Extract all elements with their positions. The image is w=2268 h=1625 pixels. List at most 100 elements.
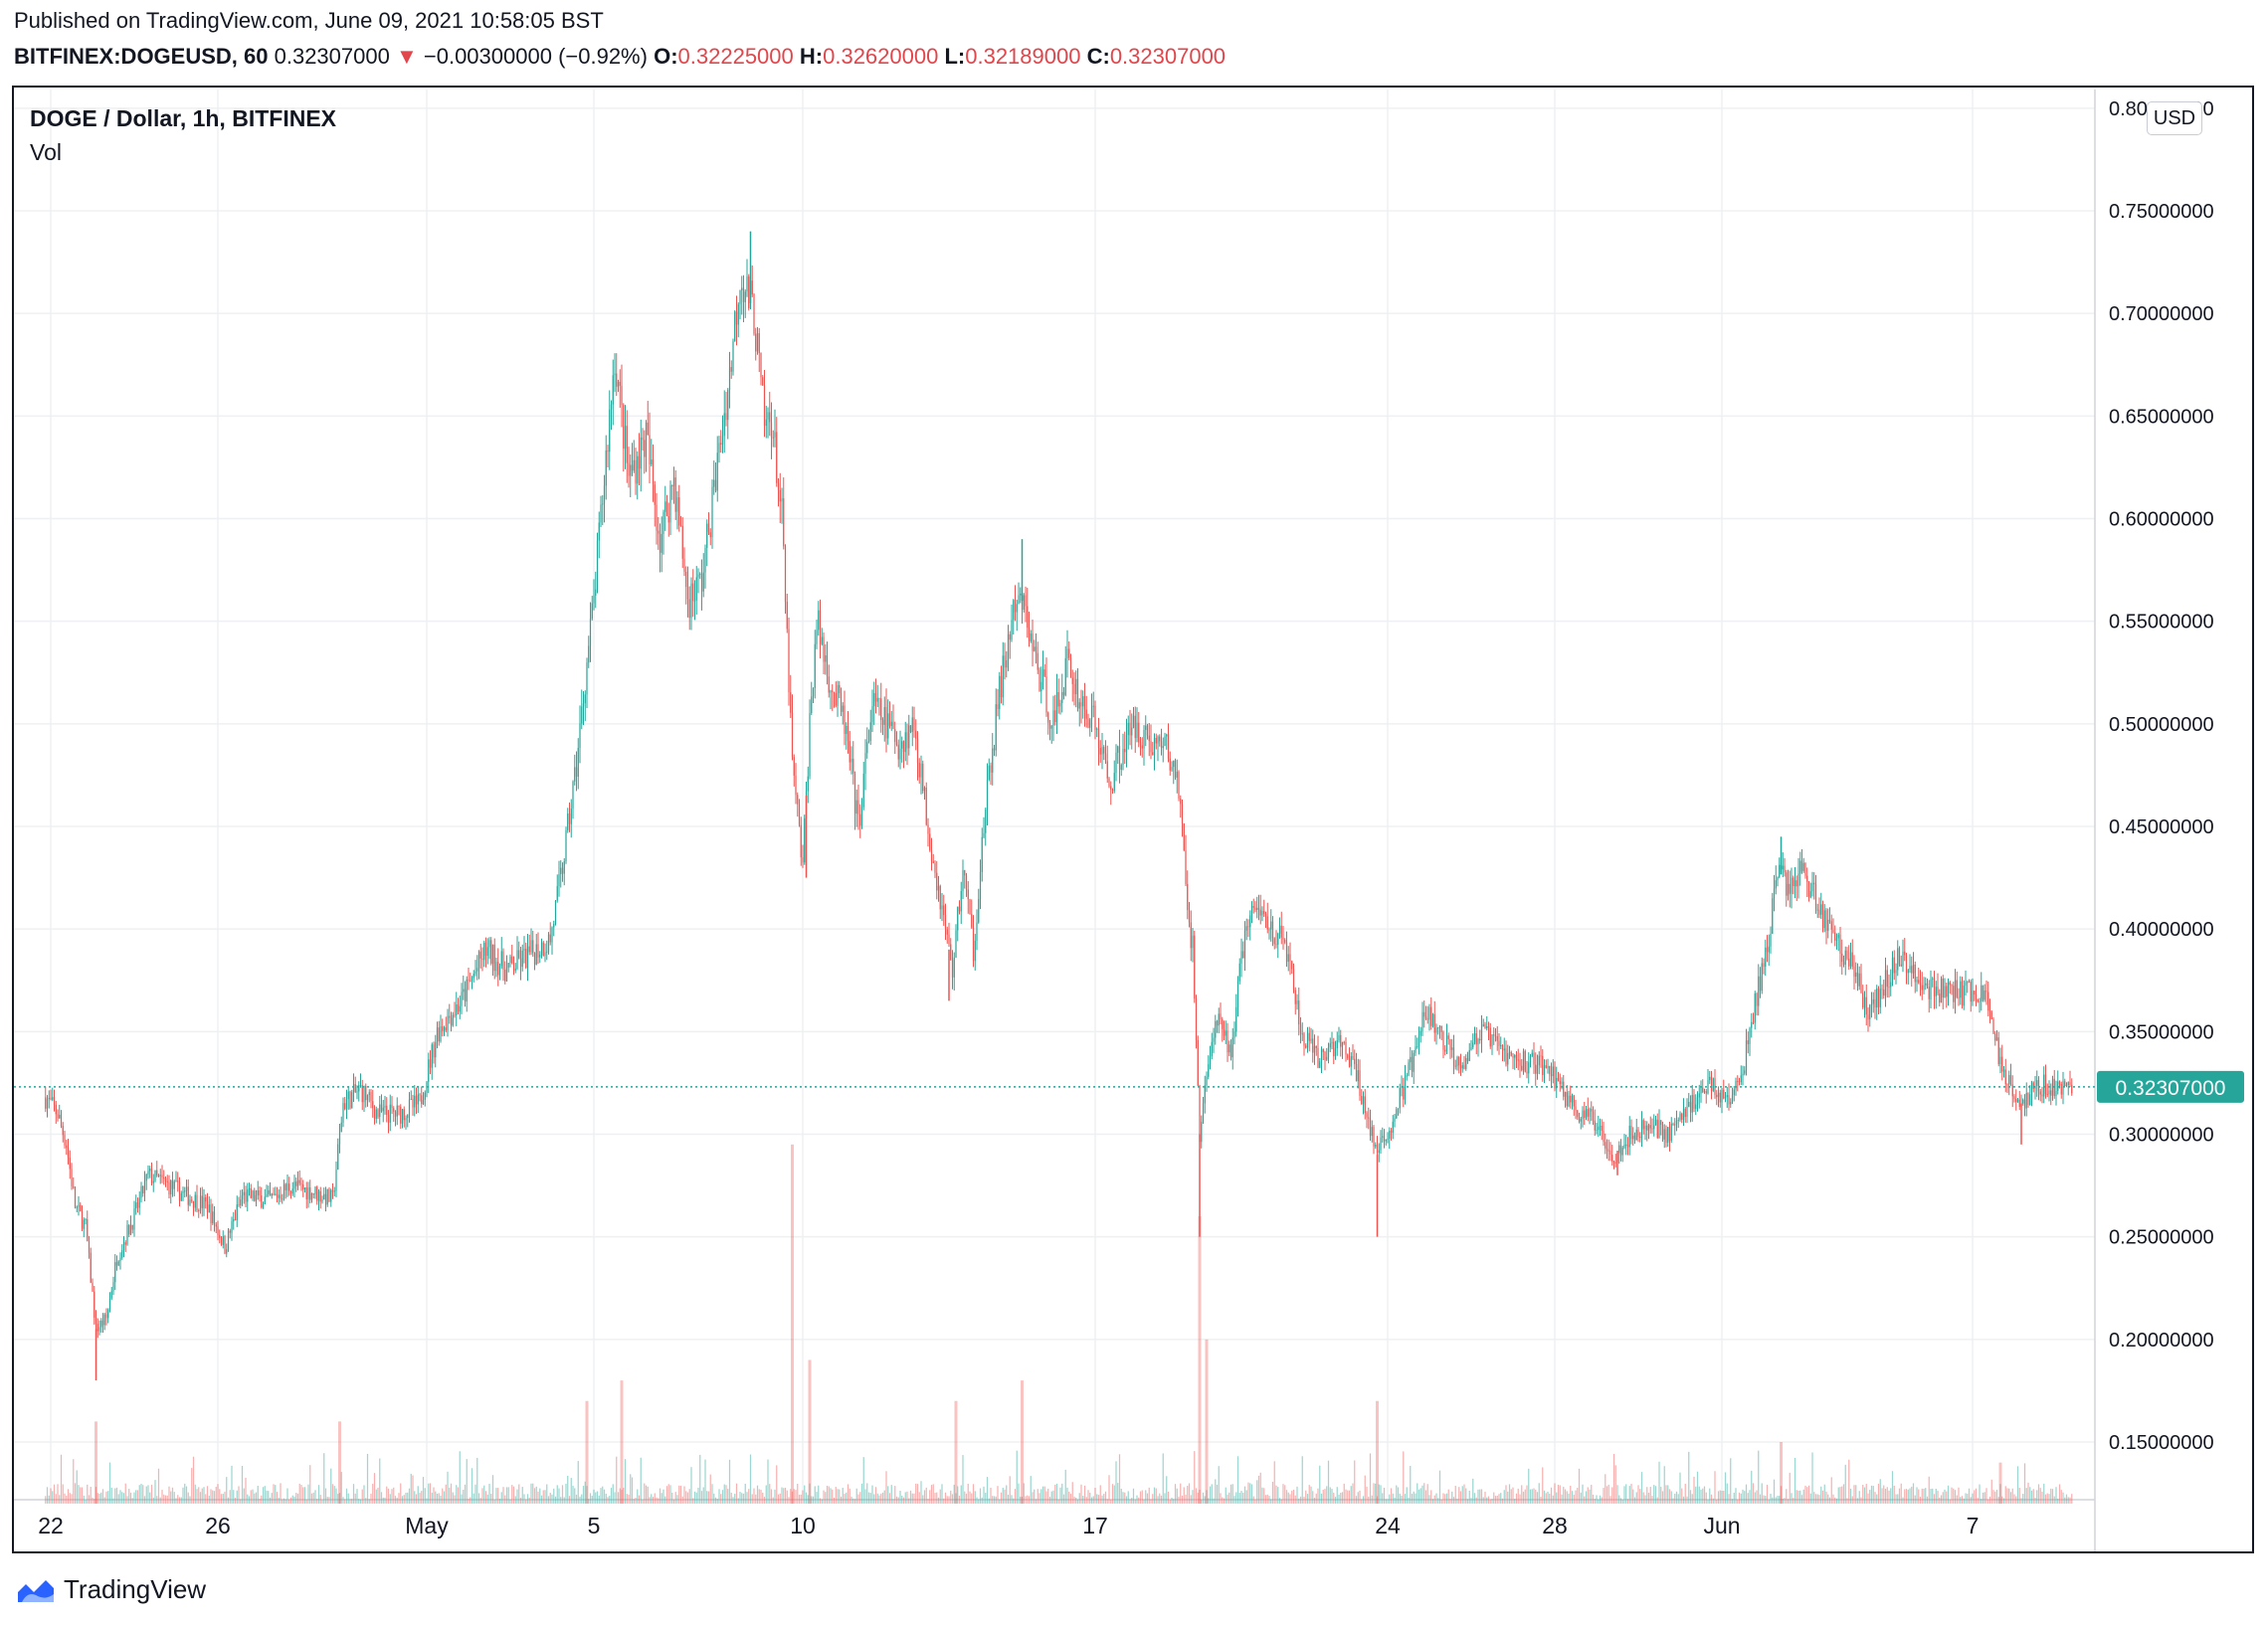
volume-bar (906, 1491, 908, 1504)
volume-bar (1054, 1484, 1056, 1504)
candle-body (1104, 753, 1107, 762)
volume-bar (895, 1496, 898, 1504)
candle-body (212, 1211, 214, 1223)
volume-bar (918, 1492, 920, 1504)
volume-bar (94, 1487, 97, 1504)
volume-bar (1557, 1484, 1560, 1504)
candle-body (595, 589, 597, 596)
volume-bar (1651, 1496, 1653, 1504)
volume-bar (915, 1483, 917, 1504)
volume-bar (1120, 1488, 1122, 1504)
candle-body (107, 1309, 109, 1319)
volume-bar (100, 1492, 102, 1504)
volume-bar (1658, 1461, 1660, 1504)
candle-body (1396, 1109, 1398, 1119)
volume-bar (1428, 1495, 1430, 1504)
volume-bar (324, 1488, 327, 1504)
chart-frame[interactable] (12, 86, 2254, 1553)
candle-body (1930, 979, 1932, 999)
footer-brand[interactable]: TradingView (14, 1569, 206, 1609)
volume-bar (699, 1454, 701, 1504)
candle-body (723, 413, 725, 437)
candle-body (1807, 881, 1810, 898)
volume-bar (1999, 1484, 2001, 1504)
currency-badge[interactable]: USD (2147, 101, 2202, 135)
candle-body (1981, 985, 1983, 1001)
candle-body (623, 405, 625, 450)
volume-bar (344, 1499, 346, 1504)
candle-body (605, 450, 607, 486)
volume-bar (69, 1493, 71, 1504)
volume-bar (1616, 1485, 1618, 1504)
candle-body (1387, 1139, 1389, 1141)
candle-body (1693, 1094, 1695, 1110)
volume-bar (1584, 1496, 1586, 1504)
volume-bar (612, 1484, 614, 1504)
candle-body (150, 1169, 153, 1183)
candle-body (208, 1204, 210, 1213)
candle-body (1018, 595, 1020, 605)
candle-body (1399, 1087, 1401, 1109)
candle-body (1183, 823, 1185, 851)
candle-body (122, 1242, 125, 1251)
volume-bar (1916, 1487, 1918, 1504)
candle-body (1960, 981, 1962, 998)
candle-body (1486, 1025, 1488, 1028)
volume-bar (498, 1498, 501, 1504)
volume-bar (1143, 1499, 1145, 1504)
volume-bar (337, 1494, 339, 1504)
candle-body (1540, 1055, 1542, 1057)
volume-bar (405, 1492, 407, 1504)
candle-body (250, 1187, 252, 1198)
volume-bar (1995, 1489, 1998, 1504)
volume-bar (1521, 1485, 1523, 1504)
volume-bar (191, 1468, 193, 1504)
volume-bar (1066, 1487, 1068, 1504)
volume-bar (814, 1486, 816, 1504)
candle-body (1208, 1064, 1210, 1077)
volume-bar (645, 1485, 648, 1504)
candle-body (227, 1230, 230, 1250)
candle-body (930, 849, 933, 861)
candle-body (1870, 1003, 1873, 1005)
volume-bar (1672, 1498, 1674, 1504)
volume-bar (1940, 1495, 1943, 1504)
volume-bar (107, 1491, 109, 1504)
volume-bar (2069, 1497, 2071, 1504)
candle-body (887, 713, 889, 739)
volume-bar (1661, 1491, 1664, 1504)
volume-bar (384, 1497, 386, 1504)
volume-bar (939, 1489, 941, 1504)
candle-body (1596, 1130, 1598, 1132)
volume-bar (993, 1496, 996, 1504)
candle-body (488, 940, 490, 948)
volume-bar (474, 1484, 476, 1504)
candle-body (1020, 593, 1022, 596)
candle-body (286, 1183, 288, 1190)
volume-bar (1310, 1486, 1312, 1504)
volume-bar (1157, 1496, 1159, 1504)
x-tick-label: 28 (1542, 1513, 1568, 1538)
candle-body (417, 1094, 419, 1105)
volume-bar (1740, 1493, 1742, 1504)
volume-bar (1967, 1493, 1969, 1504)
candle-body (946, 929, 948, 935)
volume-bar (1002, 1488, 1004, 1504)
candle-body (185, 1186, 188, 1191)
volume-bar (1218, 1466, 1220, 1504)
candle-body (908, 725, 910, 749)
volume-bar (591, 1496, 593, 1504)
volume-bar (1437, 1498, 1439, 1504)
candle-body (1055, 692, 1058, 723)
volume-bar (105, 1491, 107, 1504)
volume-bar (1111, 1484, 1114, 1504)
candle-body (1949, 982, 1951, 986)
volume-bar (556, 1485, 558, 1504)
high-label: H: (799, 44, 824, 69)
volume-bar (1944, 1489, 1946, 1504)
volume-bar (255, 1492, 258, 1504)
volume-bar (1329, 1487, 1331, 1504)
candle-body (1988, 1010, 1991, 1012)
volume-bar (1418, 1489, 1420, 1504)
